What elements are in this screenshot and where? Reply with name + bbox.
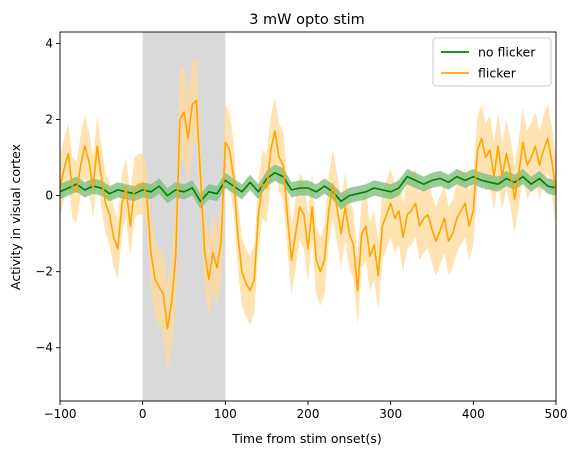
series-band-flicker — [60, 58, 556, 375]
x-tick-label: 500 — [545, 407, 568, 421]
x-tick-label: −100 — [44, 407, 77, 421]
chart-title: 3 mW opto stim — [249, 12, 365, 28]
y-axis-label: Activity in visual cortex — [8, 144, 23, 290]
legend: no flicker flicker — [432, 37, 552, 87]
legend-label: no flicker — [478, 45, 536, 60]
series-band-no-flicker — [60, 164, 556, 210]
x-tick-label: 200 — [297, 407, 320, 421]
x-axis-label: Time from stim onset(s) — [231, 431, 382, 446]
y-tick-label: 2 — [45, 112, 53, 126]
y-tick-label: 0 — [45, 189, 53, 203]
y-tick-label: 4 — [45, 36, 53, 50]
series-line-no-flicker — [60, 172, 556, 203]
legend-box — [432, 37, 552, 87]
y-tick-label: −4 — [35, 341, 53, 355]
x-tick-label: 0 — [139, 407, 147, 421]
y-tick-label: −2 — [35, 265, 53, 279]
x-tick-label: 400 — [462, 407, 485, 421]
legend-label: flicker — [478, 66, 517, 81]
series-line-flicker — [60, 99, 556, 330]
x-tick-label: 100 — [214, 407, 237, 421]
x-tick-label: 300 — [379, 407, 402, 421]
